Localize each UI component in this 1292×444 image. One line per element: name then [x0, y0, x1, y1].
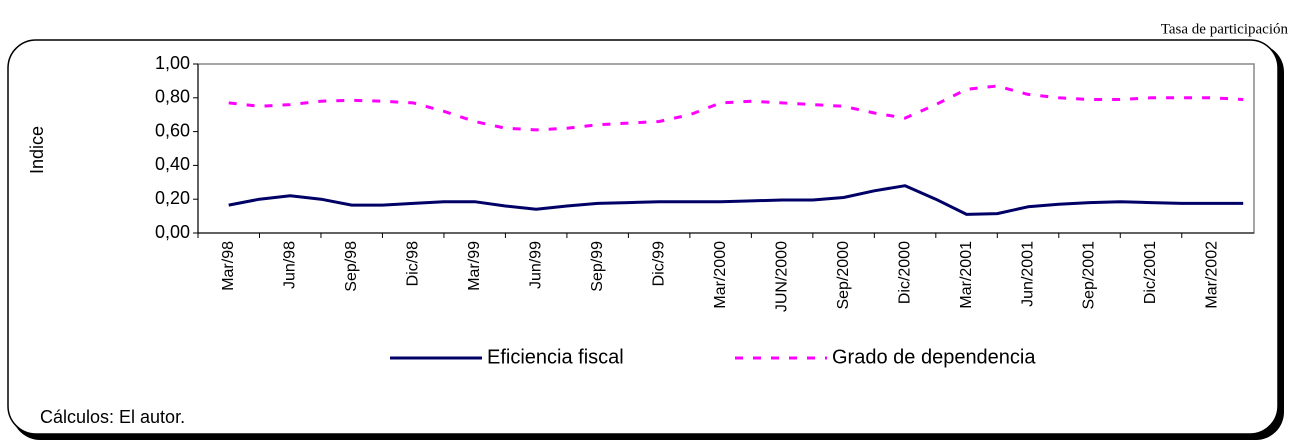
- x-tick-label: Mar/2001: [958, 241, 975, 309]
- x-tick-label: Mar/98: [220, 241, 237, 291]
- y-tick-label: 0,20: [155, 188, 190, 208]
- x-tick-label: Mar/99: [466, 241, 483, 291]
- y-tick-label: 0,00: [155, 222, 190, 242]
- x-tick-label: Jun/98: [281, 241, 298, 289]
- frame: [7, 39, 1279, 435]
- data-line: [228, 184, 1244, 216]
- x-tick-label: Jun/99: [527, 241, 544, 289]
- x-tick-label: Jun/2001: [1019, 241, 1036, 307]
- y-tick-label: 0,40: [155, 154, 190, 174]
- x-tick-label: Sep/99: [589, 241, 606, 292]
- x-tick-label: Sep/98: [343, 241, 360, 292]
- header-text: Tasa de participación: [1161, 21, 1289, 37]
- x-tick-label: Dic/2001: [1142, 241, 1159, 304]
- x-tick-label: Mar/2002: [1204, 241, 1221, 309]
- x-tick-label: Dic/98: [404, 241, 421, 286]
- legend-label: Grado de dependencia: [832, 346, 1036, 368]
- x-tick-label: JUN/2000: [773, 241, 790, 312]
- y-tick-label: 0,60: [155, 120, 190, 140]
- x-tick-label: Sep/2001: [1081, 241, 1098, 310]
- x-tick-label: Sep/2000: [835, 241, 852, 310]
- y-axis-label: Indice: [27, 126, 47, 174]
- x-tick-label: Mar/2000: [712, 241, 729, 309]
- note: Cálculos: El autor.: [40, 407, 185, 427]
- y-tick-label: 1,00: [155, 53, 190, 73]
- x-tick-label: Dic/99: [650, 241, 667, 286]
- data-line: [228, 84, 1244, 132]
- y-tick-label: 0,80: [155, 87, 190, 107]
- legend-label: Eficiencia fiscal: [487, 346, 624, 368]
- x-tick-label: Dic/2000: [896, 241, 913, 304]
